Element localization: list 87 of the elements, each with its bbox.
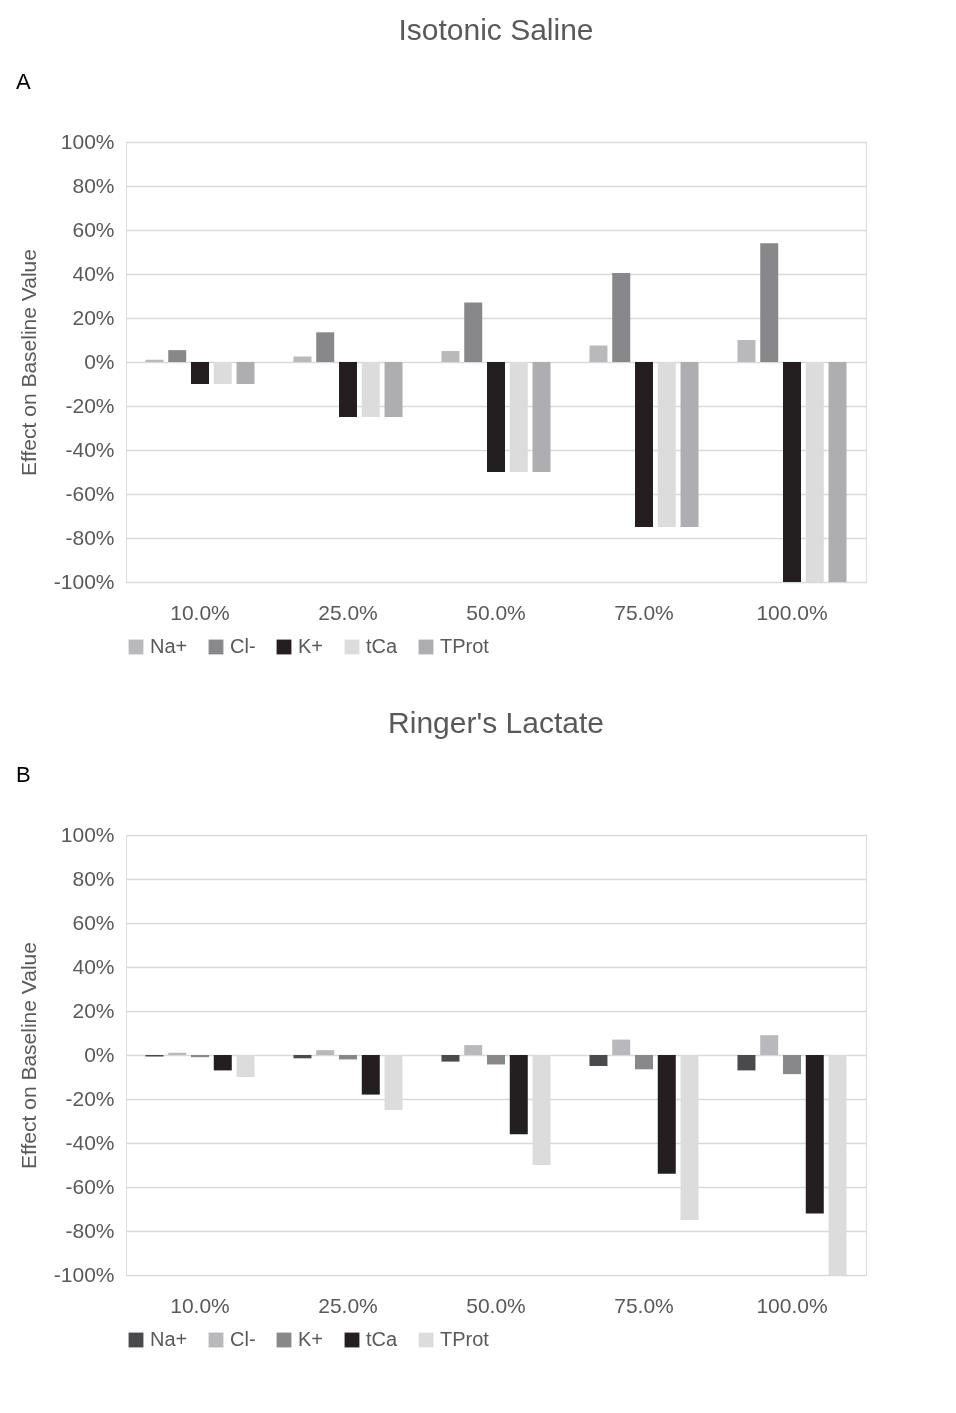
y-tick-label: 60%	[72, 910, 115, 934]
y-tick-label: 0%	[84, 1042, 115, 1066]
bar	[441, 351, 460, 362]
y-axis-title: Effect on Baseline Value	[16, 249, 40, 476]
bar	[783, 362, 801, 582]
legend-label: K+	[298, 1328, 324, 1350]
bar	[464, 1045, 483, 1055]
bar	[361, 1055, 380, 1095]
bar	[589, 345, 608, 362]
legend-label: tCa	[366, 635, 398, 657]
bar	[612, 272, 631, 362]
y-tick-label: -20%	[65, 393, 115, 417]
y-tick-label: 40%	[72, 954, 115, 978]
y-tick-label: -60%	[65, 481, 115, 505]
bar	[487, 362, 505, 472]
y-tick-label: 100%	[60, 822, 115, 846]
y-tick-label: -80%	[65, 1218, 115, 1242]
y-axis-title: Effect on Baseline Value	[16, 942, 40, 1169]
bar	[213, 1055, 232, 1071]
x-tick-label: 100.0%	[756, 1293, 828, 1317]
y-tick-label: -20%	[65, 1086, 115, 1110]
chart-title: Ringer's Lactate	[388, 706, 604, 739]
text: A	[16, 69, 31, 94]
bar	[635, 1055, 653, 1070]
y-tick-label: 80%	[72, 173, 115, 197]
bar	[509, 1055, 528, 1135]
legend-label: K+	[298, 635, 324, 657]
y-tick-label: -40%	[65, 1130, 115, 1154]
bar	[145, 359, 164, 362]
legend-label: TProt	[440, 1328, 490, 1350]
bar	[680, 362, 699, 527]
legend-label: tCa	[366, 1328, 398, 1350]
bar	[384, 362, 403, 417]
x-tick-label: 50.0%	[466, 1293, 526, 1317]
y-tick-label: -60%	[65, 1174, 115, 1198]
bar	[737, 1055, 756, 1071]
text: B	[16, 762, 31, 787]
bar	[532, 362, 551, 472]
x-tick-label: 100.0%	[756, 600, 828, 624]
bar	[805, 1055, 824, 1214]
bar	[316, 1050, 335, 1055]
y-tick-label: 0%	[84, 349, 115, 373]
bar	[737, 340, 756, 362]
legend-label: Na+	[150, 635, 188, 657]
bar	[760, 1035, 779, 1055]
legend-label: Cl-	[230, 635, 256, 657]
y-tick-label: 100%	[60, 129, 115, 153]
bar	[783, 1055, 801, 1075]
y-tick-label: 80%	[72, 866, 115, 890]
bar	[487, 1055, 505, 1065]
bar	[760, 243, 779, 362]
bar	[339, 362, 357, 417]
bar	[191, 1055, 209, 1058]
bar	[191, 362, 209, 384]
bar	[293, 356, 312, 362]
bar	[828, 362, 847, 582]
bar	[316, 332, 335, 362]
x-tick-label: 75.0%	[614, 1293, 674, 1317]
bar	[236, 362, 255, 384]
legend-label: Na+	[150, 1328, 188, 1350]
y-tick-label: 20%	[72, 998, 115, 1022]
bar	[657, 1055, 676, 1174]
bar	[168, 1052, 187, 1055]
bar	[168, 350, 187, 362]
x-tick-label: 50.0%	[466, 600, 526, 624]
bar	[589, 1055, 608, 1066]
bar	[339, 1055, 357, 1060]
bar	[464, 302, 483, 362]
y-tick-label: -100%	[53, 569, 115, 593]
y-tick-label: -80%	[65, 525, 115, 549]
y-tick-label: -40%	[65, 437, 115, 461]
bar	[635, 362, 653, 527]
x-tick-label: 10.0%	[170, 1293, 230, 1317]
y-tick-label: 40%	[72, 261, 115, 285]
x-tick-label: 25.0%	[318, 600, 378, 624]
y-tick-label: -100%	[53, 1262, 115, 1286]
x-tick-label: 75.0%	[614, 600, 674, 624]
bar	[293, 1055, 312, 1059]
y-tick-label: 60%	[72, 217, 115, 241]
x-tick-label: 25.0%	[318, 1293, 378, 1317]
bar	[612, 1039, 631, 1055]
chart-title: Isotonic Saline	[398, 13, 594, 46]
bar	[441, 1055, 460, 1062]
y-tick-label: 20%	[72, 305, 115, 329]
legend-label: Cl-	[230, 1328, 256, 1350]
x-tick-label: 10.0%	[170, 600, 230, 624]
legend-label: TProt	[440, 635, 490, 657]
